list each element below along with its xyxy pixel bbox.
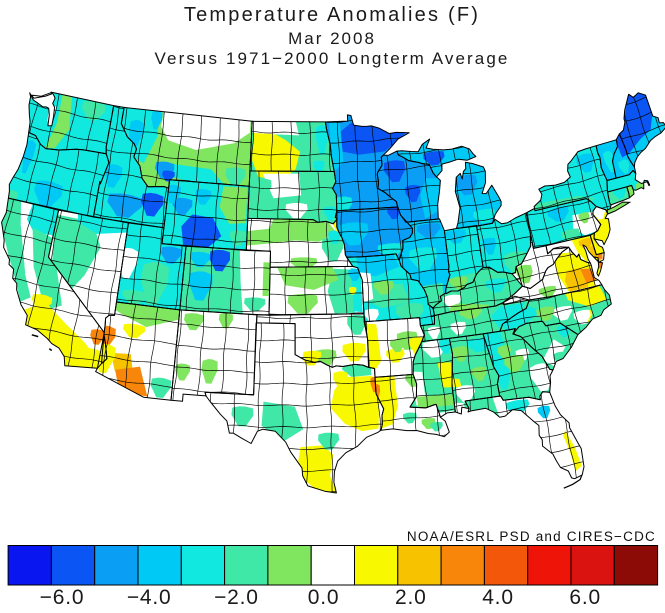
svg-text:0.0: 0.0 (308, 586, 340, 608)
svg-text:−6.0: −6.0 (40, 586, 85, 608)
svg-text:4.0: 4.0 (482, 586, 514, 608)
svg-text:Versus 1971−2000 Longterm Aver: Versus 1971−2000 Longterm Average (155, 49, 510, 68)
svg-text:−4.0: −4.0 (127, 586, 172, 608)
svg-text:Temperature Anomalies (F): Temperature Anomalies (F) (184, 4, 480, 26)
svg-text:−2.0: −2.0 (214, 586, 259, 608)
svg-text:NOAA/ESRL PSD and CIRES−CDC: NOAA/ESRL PSD and CIRES−CDC (407, 529, 656, 544)
svg-text:6.0: 6.0 (569, 586, 601, 608)
svg-text:2.0: 2.0 (395, 586, 427, 608)
svg-text:Mar 2008: Mar 2008 (288, 29, 376, 48)
